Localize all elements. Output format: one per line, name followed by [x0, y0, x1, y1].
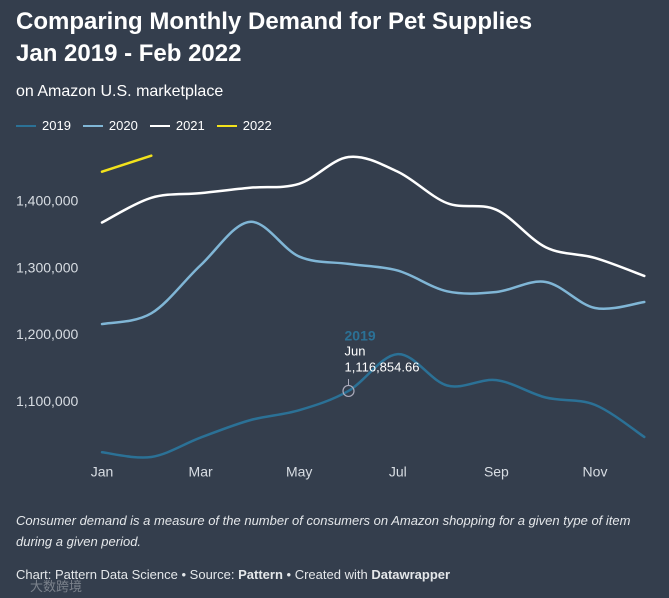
footer-created: Datawrapper	[371, 567, 451, 582]
x-tick-label: Jan	[91, 464, 114, 480]
legend-swatch	[16, 124, 36, 127]
y-tick-label: 1,100,000	[16, 393, 78, 409]
legend-item: 2020	[82, 118, 138, 133]
note: Consumer demand is a measure of the numb…	[16, 513, 631, 549]
x-tick-label: May	[286, 464, 312, 480]
series-line	[100, 220, 646, 326]
footer-source: Pattern	[238, 567, 283, 582]
series-line	[100, 154, 153, 173]
footer-source-label: Source:	[189, 567, 235, 582]
title-line: Comparing Monthly Demand for Pet Supplie…	[16, 8, 533, 35]
x-tick-label: Jul	[389, 464, 407, 480]
title-line: Jan 2019 - Feb 2022	[16, 40, 242, 67]
legend-item: 2022	[216, 118, 272, 133]
y-tick-label: 1,400,000	[16, 193, 78, 209]
legend-swatch	[149, 124, 170, 127]
legend-label: 2021	[175, 118, 205, 133]
legend-label: 2019	[42, 118, 71, 133]
legend-label: 2020	[108, 118, 138, 133]
chart-title: Comparing Monthly Demand for Pet Supplie…	[16, 6, 532, 70]
footer-chart: Chart: Pattern Data Science	[16, 567, 178, 582]
tooltip-value: 1,116,854.66	[345, 359, 420, 374]
legend-swatch	[82, 124, 103, 127]
legend-item: 2019	[16, 118, 71, 133]
legend-label: 2022	[242, 118, 272, 133]
legend-item: 2021	[149, 118, 205, 133]
separator: •	[181, 567, 187, 582]
series-line	[100, 155, 646, 278]
highlight-point	[342, 384, 355, 398]
x-tick-label: Mar	[189, 464, 213, 480]
tooltip-label: Jun	[345, 343, 366, 358]
legend-swatch	[216, 124, 237, 127]
y-tick-label: 1,200,000	[16, 326, 78, 342]
subtitle: on Amazon U.S. marketplace	[16, 83, 224, 100]
y-tick-label: 1,300,000	[16, 259, 78, 275]
watermark: 大数跨境	[30, 579, 83, 594]
tooltip-series: 2019	[345, 328, 376, 344]
x-tick-label: Nov	[583, 464, 608, 480]
separator: •	[286, 567, 292, 582]
legend: 2019 2020 2021 2022	[16, 118, 272, 133]
series-line	[100, 352, 646, 459]
x-tick-label: Sep	[484, 464, 509, 480]
footer: Chart: Pattern Data Science • Source: Pa…	[16, 567, 450, 582]
footer-created-label: Created with	[294, 567, 368, 582]
